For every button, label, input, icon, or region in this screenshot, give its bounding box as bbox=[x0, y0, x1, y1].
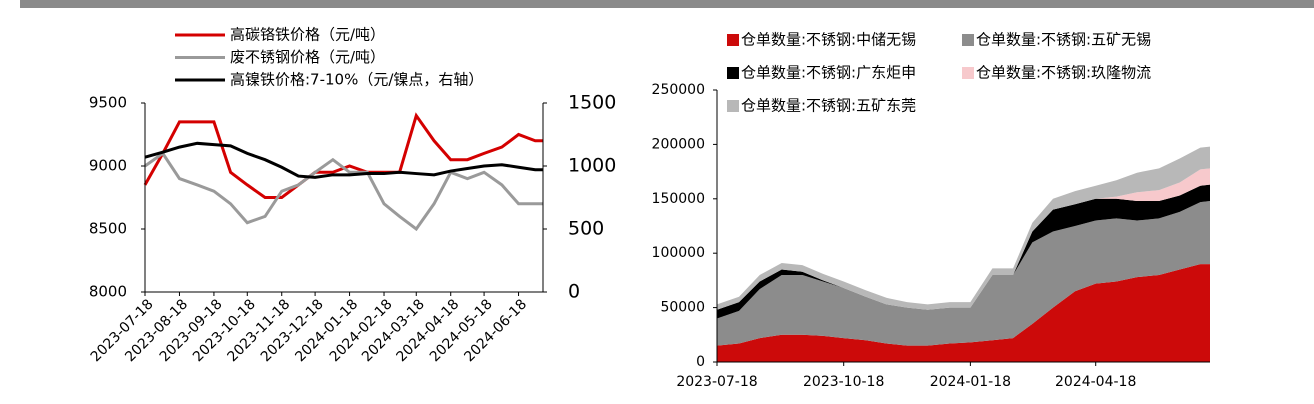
x-tick-label: 2024-04-18 bbox=[1055, 374, 1136, 390]
legend-label: 高镍铁价格:7-10%（元/镍点，右轴） bbox=[230, 71, 483, 89]
area-series bbox=[717, 200, 1210, 346]
y-tick-label: 9500 bbox=[89, 94, 127, 112]
legend-label: 废不锈钢价格（元/吨） bbox=[230, 48, 385, 66]
area-series bbox=[717, 184, 1210, 319]
y2-tick-label: 500 bbox=[568, 218, 604, 240]
legend-label: 仓单数量:不锈钢:玖隆物流 bbox=[976, 64, 1151, 82]
line-series bbox=[143, 112, 543, 199]
legend-label: 仓单数量:不锈钢:广东炬申 bbox=[741, 64, 916, 82]
y-tick-label: 200000 bbox=[652, 136, 705, 152]
legend-label: 仓单数量:不锈钢:五矿东莞 bbox=[741, 97, 916, 115]
legend-swatch bbox=[727, 34, 739, 46]
x-tick-label: 2024-01-18 bbox=[930, 374, 1011, 390]
x-tick-label: 2023-07-18 bbox=[676, 374, 757, 390]
y2-tick-label: 1000 bbox=[568, 155, 616, 177]
y-tick-label: 250000 bbox=[652, 82, 705, 98]
y2-tick-label: 0 bbox=[568, 281, 580, 303]
legend-swatch bbox=[962, 67, 974, 79]
legend-label: 高碳铬铁价格（元/吨） bbox=[230, 26, 385, 44]
y-tick-label: 9000 bbox=[89, 157, 127, 175]
y-tick-label: 150000 bbox=[652, 191, 705, 207]
y-tick-label: 100000 bbox=[652, 245, 705, 261]
area-series bbox=[717, 264, 1210, 362]
legend-label: 仓单数量:不锈钢:五矿无锡 bbox=[976, 31, 1151, 49]
y-tick-label: 50000 bbox=[660, 300, 705, 316]
y-tick-label: 8000 bbox=[89, 283, 127, 301]
y2-tick-label: 1500 bbox=[568, 92, 616, 114]
line-series bbox=[144, 151, 543, 232]
line-series bbox=[144, 141, 543, 179]
top-bar bbox=[20, 0, 1314, 8]
legend-swatch bbox=[962, 34, 974, 46]
legend-label: 仓单数量:不锈钢:中储无锡 bbox=[741, 31, 916, 49]
legend-swatch bbox=[727, 100, 739, 112]
legend-swatch bbox=[727, 67, 739, 79]
y-tick-label: 8500 bbox=[89, 220, 127, 238]
y-tick-label: 0 bbox=[696, 354, 705, 370]
x-tick-label: 2023-10-18 bbox=[803, 374, 884, 390]
